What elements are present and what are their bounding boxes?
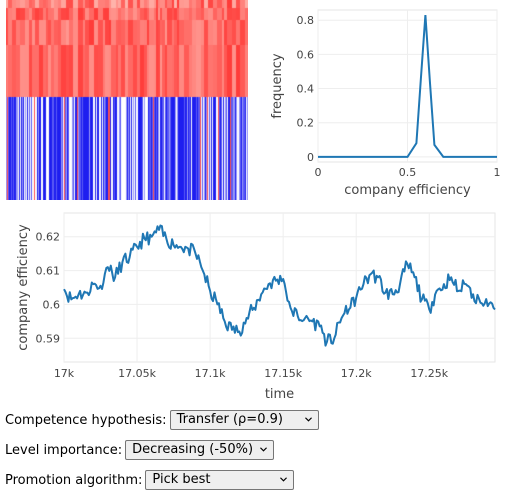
timeseries-plot-area <box>63 212 496 363</box>
promotion-label: Promotion algorithm: <box>5 472 143 488</box>
efficiency-histogram: 0 0.5 1 0 0.2 0.4 0.6 0.8 company efficiency freq… <box>270 9 501 198</box>
heatmap-canvas <box>6 0 248 200</box>
efficiency-timeseries: 17k 17.05k 17.1k 17.15k 17.2k 17.25k 0.59 0.6 0.… <box>16 212 496 402</box>
histogram-y-tick-label: 0.4 <box>297 83 315 96</box>
level-importance-value: Decreasing (-50%) <box>132 442 254 457</box>
promotion-value: Pick best <box>152 472 211 487</box>
histogram-y-axis-title: frequency <box>270 53 285 119</box>
timeseries-x-tick-label: 17.2k <box>341 367 372 380</box>
timeseries-y-axis-title: company efficiency <box>16 224 31 351</box>
chevron-down-icon <box>260 447 268 452</box>
histogram-y-tick-label: 0.2 <box>297 117 315 130</box>
promotion-select[interactable]: Pick best <box>145 470 295 490</box>
timeseries-series-line <box>63 224 496 347</box>
timeseries-y-tick-label: 0.62 <box>36 231 61 244</box>
timeseries-x-tick-label: 17k <box>54 367 75 380</box>
competence-row: Competence hypothesis: Transfer (ρ=0.9) <box>5 408 319 432</box>
organization-heatmap <box>6 0 248 200</box>
timeseries-y-tick-label: 0.59 <box>36 332 61 345</box>
timeseries-x-tick-label: 17.1k <box>195 367 226 380</box>
chevron-down-icon <box>304 417 312 422</box>
histogram-x-tick-label: 0 <box>315 166 322 179</box>
histogram-y-tick-label: 0.8 <box>297 14 315 27</box>
histogram-y-tick-label: 0.6 <box>297 48 315 61</box>
level-importance-select[interactable]: Decreasing (-50%) <box>125 440 275 460</box>
histogram-y-tick-label: 0 <box>307 151 314 164</box>
chevron-down-icon <box>280 477 288 482</box>
timeseries-y-tick-label: 0.61 <box>36 265 61 278</box>
competence-select[interactable]: Transfer (ρ=0.9) <box>169 410 319 430</box>
promotion-row: Promotion algorithm: Pick best <box>5 468 295 492</box>
timeseries-x-axis-title: time <box>265 387 294 402</box>
competence-label: Competence hypothesis: <box>5 412 167 428</box>
timeseries-x-tick-label: 17.05k <box>118 367 156 380</box>
histogram-x-tick-label: 1 <box>494 166 501 179</box>
timeseries-y-tick-label: 0.6 <box>43 298 61 311</box>
histogram-x-tick-label: 0.5 <box>399 166 417 179</box>
histogram-series-line <box>318 15 497 158</box>
level-importance-label: Level importance: <box>5 442 123 458</box>
timeseries-x-tick-label: 17.15k <box>264 367 302 380</box>
histogram-x-axis-title: company efficiency <box>344 183 471 198</box>
competence-value: Transfer (ρ=0.9) <box>176 412 283 427</box>
timeseries-x-tick-label: 17.25k <box>410 367 448 380</box>
level-importance-row: Level importance: Decreasing (-50%) <box>5 438 275 462</box>
